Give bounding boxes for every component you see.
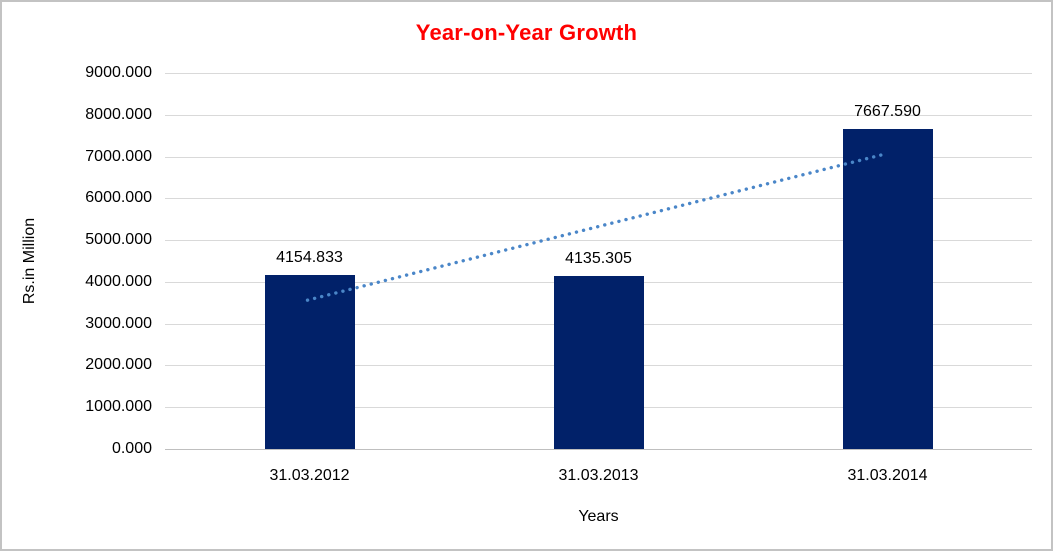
y-tick-label: 5000.000 <box>85 231 152 249</box>
bar <box>264 275 355 449</box>
bar <box>553 276 644 449</box>
bar <box>842 128 933 449</box>
y-axis-title: Rs.in Million <box>21 217 38 305</box>
bar-value-label: 4154.833 <box>276 249 343 267</box>
y-tick-label: 8000.000 <box>85 105 152 123</box>
bar-value-label: 7667.590 <box>854 102 921 120</box>
y-axis-tick-labels: 0.000 1000.000 2000.000 3000.000 4000.000 500… <box>2 64 152 457</box>
x-tick-label: 31.03.2014 <box>847 467 928 484</box>
y-tick-label: 4000.000 <box>85 272 152 290</box>
y-tick-label: 2000.000 <box>85 356 152 374</box>
x-axis-title: Years <box>578 508 619 525</box>
bar-value-label: 4135.305 <box>565 250 632 268</box>
y-tick-label: 7000.000 <box>85 147 152 165</box>
x-tick-label: 31.03.2013 <box>558 467 639 484</box>
y-tick-label: 1000.000 <box>85 398 152 416</box>
gridline <box>165 114 1032 116</box>
x-tick-label: 31.03.2012 <box>269 467 350 484</box>
gridline <box>165 73 1032 74</box>
plot-area: 4154.833 4135.305 7667.590 <box>165 73 1032 450</box>
y-tick-label: 6000.000 <box>85 189 152 207</box>
y-tick-label: 3000.000 <box>85 314 152 332</box>
y-tick-label: 0.000 <box>111 440 152 457</box>
x-axis-line <box>165 449 1032 450</box>
y-tick-label: 9000.000 <box>85 64 152 81</box>
chart-title: Year-on-Year Growth <box>415 20 638 45</box>
x-axis-tick-labels: 31.03.2012 31.03.2013 31.03.2014 <box>165 449 1032 489</box>
